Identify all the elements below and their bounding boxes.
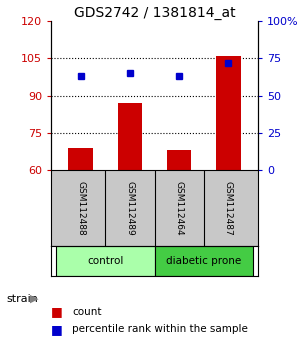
Text: diabetic prone: diabetic prone [166,256,242,266]
Text: strain: strain [6,294,38,304]
Text: ■: ■ [51,305,63,318]
Text: ▶: ▶ [30,294,39,304]
Text: count: count [72,307,101,316]
Text: GSM112489: GSM112489 [125,181,134,235]
Bar [154,246,253,276]
Text: ■: ■ [51,323,63,336]
Text: percentile rank within the sample: percentile rank within the sample [72,324,248,334]
Bar [118,103,142,170]
Text: GSM112487: GSM112487 [224,181,233,235]
Bar [216,56,241,170]
Bar [167,150,191,170]
Text: GSM112464: GSM112464 [175,181,184,235]
Bar [56,246,154,276]
Text: GSM112488: GSM112488 [76,181,85,235]
Bar [68,148,93,170]
Text: control: control [87,256,123,266]
Title: GDS2742 / 1381814_at: GDS2742 / 1381814_at [74,6,235,20]
